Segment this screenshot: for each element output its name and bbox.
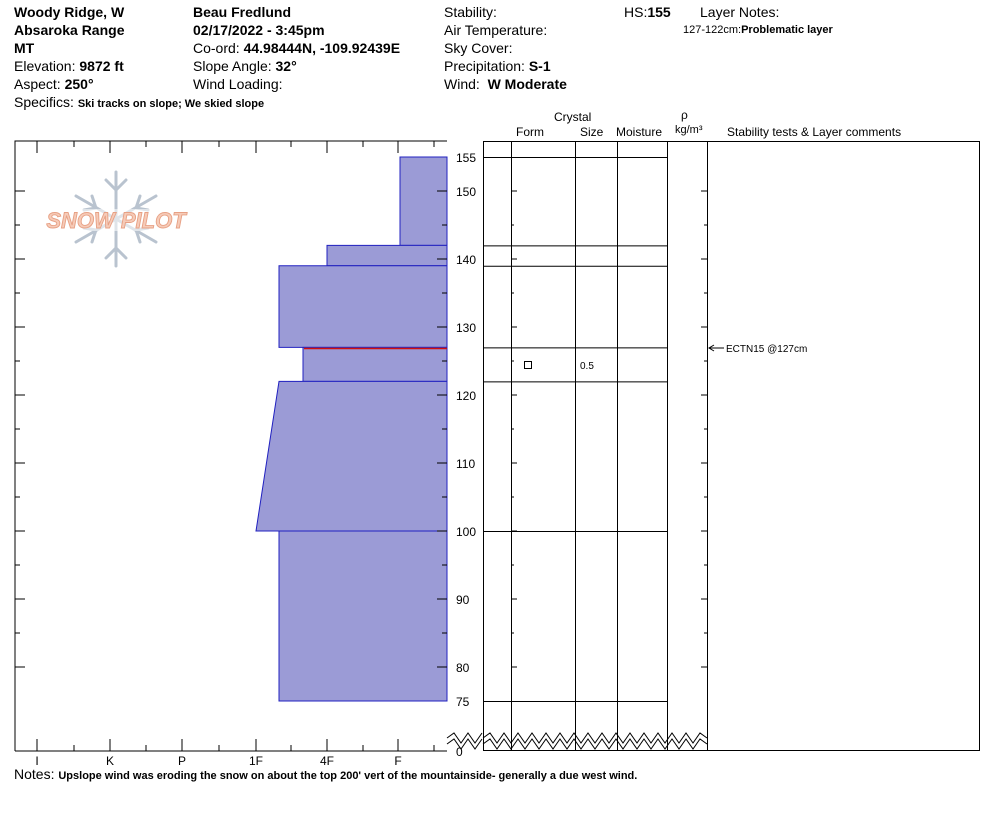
stability-test-label: ECTN15 @127cm xyxy=(726,344,807,355)
depth-axis-label: 80 xyxy=(456,661,470,675)
graph-frame xyxy=(14,140,447,751)
depth-axis-label: 120 xyxy=(456,389,476,403)
comments-panel xyxy=(707,141,980,751)
depth-axis-label: 90 xyxy=(456,593,470,607)
aspect-label: Aspect: xyxy=(14,76,61,92)
snow-layer xyxy=(326,244,448,267)
arrow-left-icon xyxy=(708,344,715,352)
notes-field: Notes: Upslope wind was eroding the snow… xyxy=(14,766,637,783)
slope-value: 32° xyxy=(275,58,297,74)
slope-field: Slope Angle: 32° xyxy=(193,58,297,74)
depth-axis-label: 140 xyxy=(456,253,476,267)
hardness-tick-label: 4F xyxy=(320,754,334,768)
snow-layer xyxy=(278,265,448,348)
snow-layer xyxy=(302,346,448,382)
density-unit-header: kg/m³ xyxy=(675,124,703,136)
logo-text: SNOW PILOT xyxy=(46,208,187,233)
hardness-tick-label: K xyxy=(106,754,114,768)
slope-label: Slope Angle: xyxy=(193,58,272,74)
observation-datetime: 02/17/2022 - 3:45pm xyxy=(193,22,325,38)
snowpilot-logo: SNOW PILOT xyxy=(38,170,193,268)
sky-cover-label: Sky Cover: xyxy=(444,40,513,56)
elevation-label: Elevation: xyxy=(14,58,76,74)
depth-axis-label: 150 xyxy=(456,185,476,199)
elevation-value: 9872 ft xyxy=(79,58,124,74)
crystal-header: Crystal xyxy=(554,110,592,124)
elevation-field: Elevation: 9872 ft xyxy=(14,58,124,74)
snow-layer xyxy=(255,380,448,532)
hardness-tick-label: I xyxy=(35,754,38,768)
size-header: Size xyxy=(580,125,604,139)
notes-label: Notes: xyxy=(14,766,55,782)
notes-text: Upslope wind was eroding the snow on abo… xyxy=(58,770,638,782)
coord-value: 44.98444N, -109.92439E xyxy=(243,40,401,56)
stability-test-marker: ECTN15 @127cm xyxy=(708,344,807,355)
depth-axis-label: 110 xyxy=(456,457,475,471)
location-name: Woody Ridge, W xyxy=(14,4,125,20)
hs-label: HS: xyxy=(624,4,648,20)
hardness-profile xyxy=(255,156,448,702)
specifics-value: Ski tracks on slope; We skied slope xyxy=(77,98,265,110)
air-temp-label: Air Temperature: xyxy=(444,22,548,38)
layer-note: 127-122cm:Problematic layer xyxy=(683,24,833,37)
state-name: MT xyxy=(14,40,35,56)
comments-header: Stability tests & Layer comments xyxy=(727,125,902,139)
depth-axis-label: 155 xyxy=(456,151,476,165)
depth-axis-label: 0 xyxy=(456,745,463,759)
crystal-table xyxy=(483,141,708,751)
precip-label: Precipitation: xyxy=(444,58,525,74)
snow-layer xyxy=(278,530,448,702)
hs-field: HS:155 xyxy=(624,4,671,20)
precip-value: S-1 xyxy=(528,58,551,74)
faceted-crystal-icon xyxy=(524,361,532,369)
aspect-field: Aspect: 250° xyxy=(14,76,94,92)
coord-field: Co-ord: 44.98444N, -109.92439E xyxy=(193,40,400,56)
crystal-size-value: 0.5 xyxy=(580,361,594,372)
wind-field: Wind: W Moderate xyxy=(444,76,567,92)
stability-label: Stability: xyxy=(444,4,497,20)
layer-notes-label: Layer Notes: xyxy=(700,4,780,20)
snow-layer xyxy=(399,156,448,246)
aspect-value: 250° xyxy=(64,76,94,92)
hardness-tick-label: F xyxy=(394,754,401,768)
precip-field: Precipitation: S-1 xyxy=(444,58,551,74)
range-name: Absaroka Range xyxy=(14,22,125,38)
depth-axis-label: 100 xyxy=(456,525,476,539)
rho-header: ρ xyxy=(681,108,688,122)
wind-label: Wind: xyxy=(444,76,480,92)
form-header: Form xyxy=(516,125,544,139)
specifics-field: Specifics: Ski tracks on slope; We skied… xyxy=(14,94,264,111)
layer-note-text: Problematic layer xyxy=(741,24,833,36)
depth-axis-label: 75 xyxy=(456,695,470,709)
depth-axis-label: 130 xyxy=(456,321,476,335)
hardness-tick-label: 1F xyxy=(249,754,263,768)
wind-loading-label: Wind Loading: xyxy=(193,76,283,92)
layer-note-range: 127-122cm: xyxy=(683,24,742,36)
observer-name: Beau Fredlund xyxy=(193,4,292,20)
depth-break-zigzag xyxy=(446,732,708,750)
specifics-label: Specifics: xyxy=(14,94,74,110)
hardness-tick-label: P xyxy=(178,754,186,768)
coord-label: Co-ord: xyxy=(193,40,240,56)
moisture-header: Moisture xyxy=(616,125,663,139)
hs-value: 155 xyxy=(647,4,671,20)
wind-value: W Moderate xyxy=(487,76,567,92)
